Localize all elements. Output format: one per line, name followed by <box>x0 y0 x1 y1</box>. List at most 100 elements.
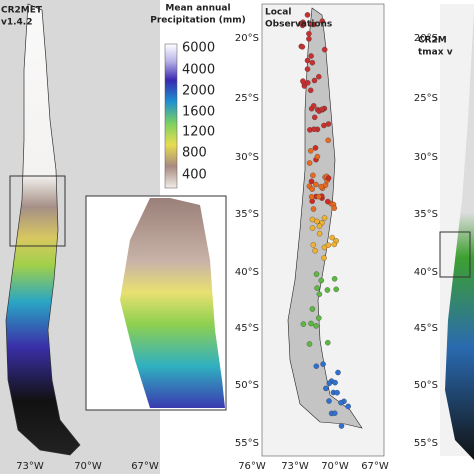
station <box>323 385 329 392</box>
lat-label: 35°S <box>414 209 438 220</box>
colorbar <box>164 43 178 189</box>
colorbar-label: 1200 <box>182 125 215 140</box>
lat-label: 55°S <box>414 438 438 449</box>
station <box>316 230 323 237</box>
station <box>312 247 318 254</box>
lat-label: 20°S <box>235 33 259 44</box>
colorbar-label: 2000 <box>182 84 215 99</box>
zoom-box <box>439 231 471 278</box>
station <box>304 66 311 72</box>
station <box>309 306 316 312</box>
lat-label: 25°S <box>414 93 438 104</box>
station <box>316 193 322 200</box>
station <box>325 137 331 144</box>
station <box>309 59 316 66</box>
station <box>314 153 321 160</box>
colorbar-label: 400 <box>182 168 207 183</box>
lon-label: 76°W <box>238 461 266 472</box>
colorbar-title: Precipitation (mm) <box>150 16 246 26</box>
station <box>311 114 318 121</box>
station <box>338 423 345 429</box>
lat-label: 55°S <box>235 438 259 449</box>
station <box>308 178 315 185</box>
station <box>311 77 318 84</box>
lat-label: 45°S <box>414 323 438 334</box>
station <box>321 46 328 53</box>
colorbar-label: 6000 <box>182 41 215 56</box>
station <box>300 321 307 327</box>
station <box>300 78 306 84</box>
station <box>310 206 317 212</box>
station <box>309 216 316 223</box>
station <box>310 242 317 248</box>
station <box>320 361 326 367</box>
station <box>319 106 325 113</box>
lat-label: 25°S <box>235 93 259 104</box>
station <box>313 323 319 329</box>
colorbar-label: 4000 <box>182 63 215 78</box>
station <box>321 255 327 261</box>
station <box>310 172 316 179</box>
station <box>318 277 325 284</box>
inset-map <box>120 198 225 408</box>
zoom-box <box>9 175 66 247</box>
station <box>306 341 313 347</box>
lat-label: 30°S <box>414 152 438 163</box>
station <box>308 194 315 200</box>
lat-label: 20°S <box>414 33 438 44</box>
station <box>310 103 317 109</box>
station <box>338 399 344 406</box>
station <box>324 287 331 293</box>
station <box>309 186 315 192</box>
colorbar-label: 1600 <box>182 105 215 120</box>
panel-title: v1.4.2 <box>1 18 33 28</box>
station <box>306 36 312 42</box>
station <box>319 18 326 24</box>
lat-label: 40°S <box>414 267 438 278</box>
station <box>334 389 340 396</box>
lon-label: 67°W <box>361 461 389 472</box>
station <box>325 242 332 248</box>
station <box>313 181 319 188</box>
station <box>325 175 332 181</box>
station <box>307 148 314 154</box>
station <box>308 53 314 59</box>
station <box>333 286 339 293</box>
station <box>309 225 316 231</box>
station <box>316 73 322 80</box>
station <box>306 160 313 166</box>
lat-label: 35°S <box>235 209 259 220</box>
station <box>331 205 338 211</box>
station <box>326 398 332 404</box>
station <box>316 223 323 229</box>
lat-label: 50°S <box>414 380 438 391</box>
station <box>306 30 312 37</box>
lon-label: 73°W <box>16 461 44 472</box>
station <box>335 369 341 376</box>
station <box>316 315 322 321</box>
colorbar-title: Mean annual <box>165 4 230 14</box>
station <box>313 363 320 369</box>
station <box>329 234 335 241</box>
station <box>305 80 311 86</box>
lon-label: 67°W <box>131 461 159 472</box>
station <box>312 145 319 151</box>
station <box>321 215 328 221</box>
lat-label: 50°S <box>235 380 259 391</box>
chile-tmax <box>445 10 474 460</box>
station <box>313 271 320 277</box>
panel-title: Observations <box>265 20 332 30</box>
station <box>318 183 324 190</box>
station <box>314 285 320 291</box>
station <box>309 21 316 27</box>
lat-label: 45°S <box>235 323 259 334</box>
station <box>332 379 338 386</box>
station <box>304 57 311 64</box>
station <box>299 22 306 29</box>
station <box>307 87 314 94</box>
lon-label: 70°W <box>74 461 102 472</box>
chile-precip <box>5 3 81 456</box>
lat-label: 40°S <box>235 267 259 278</box>
